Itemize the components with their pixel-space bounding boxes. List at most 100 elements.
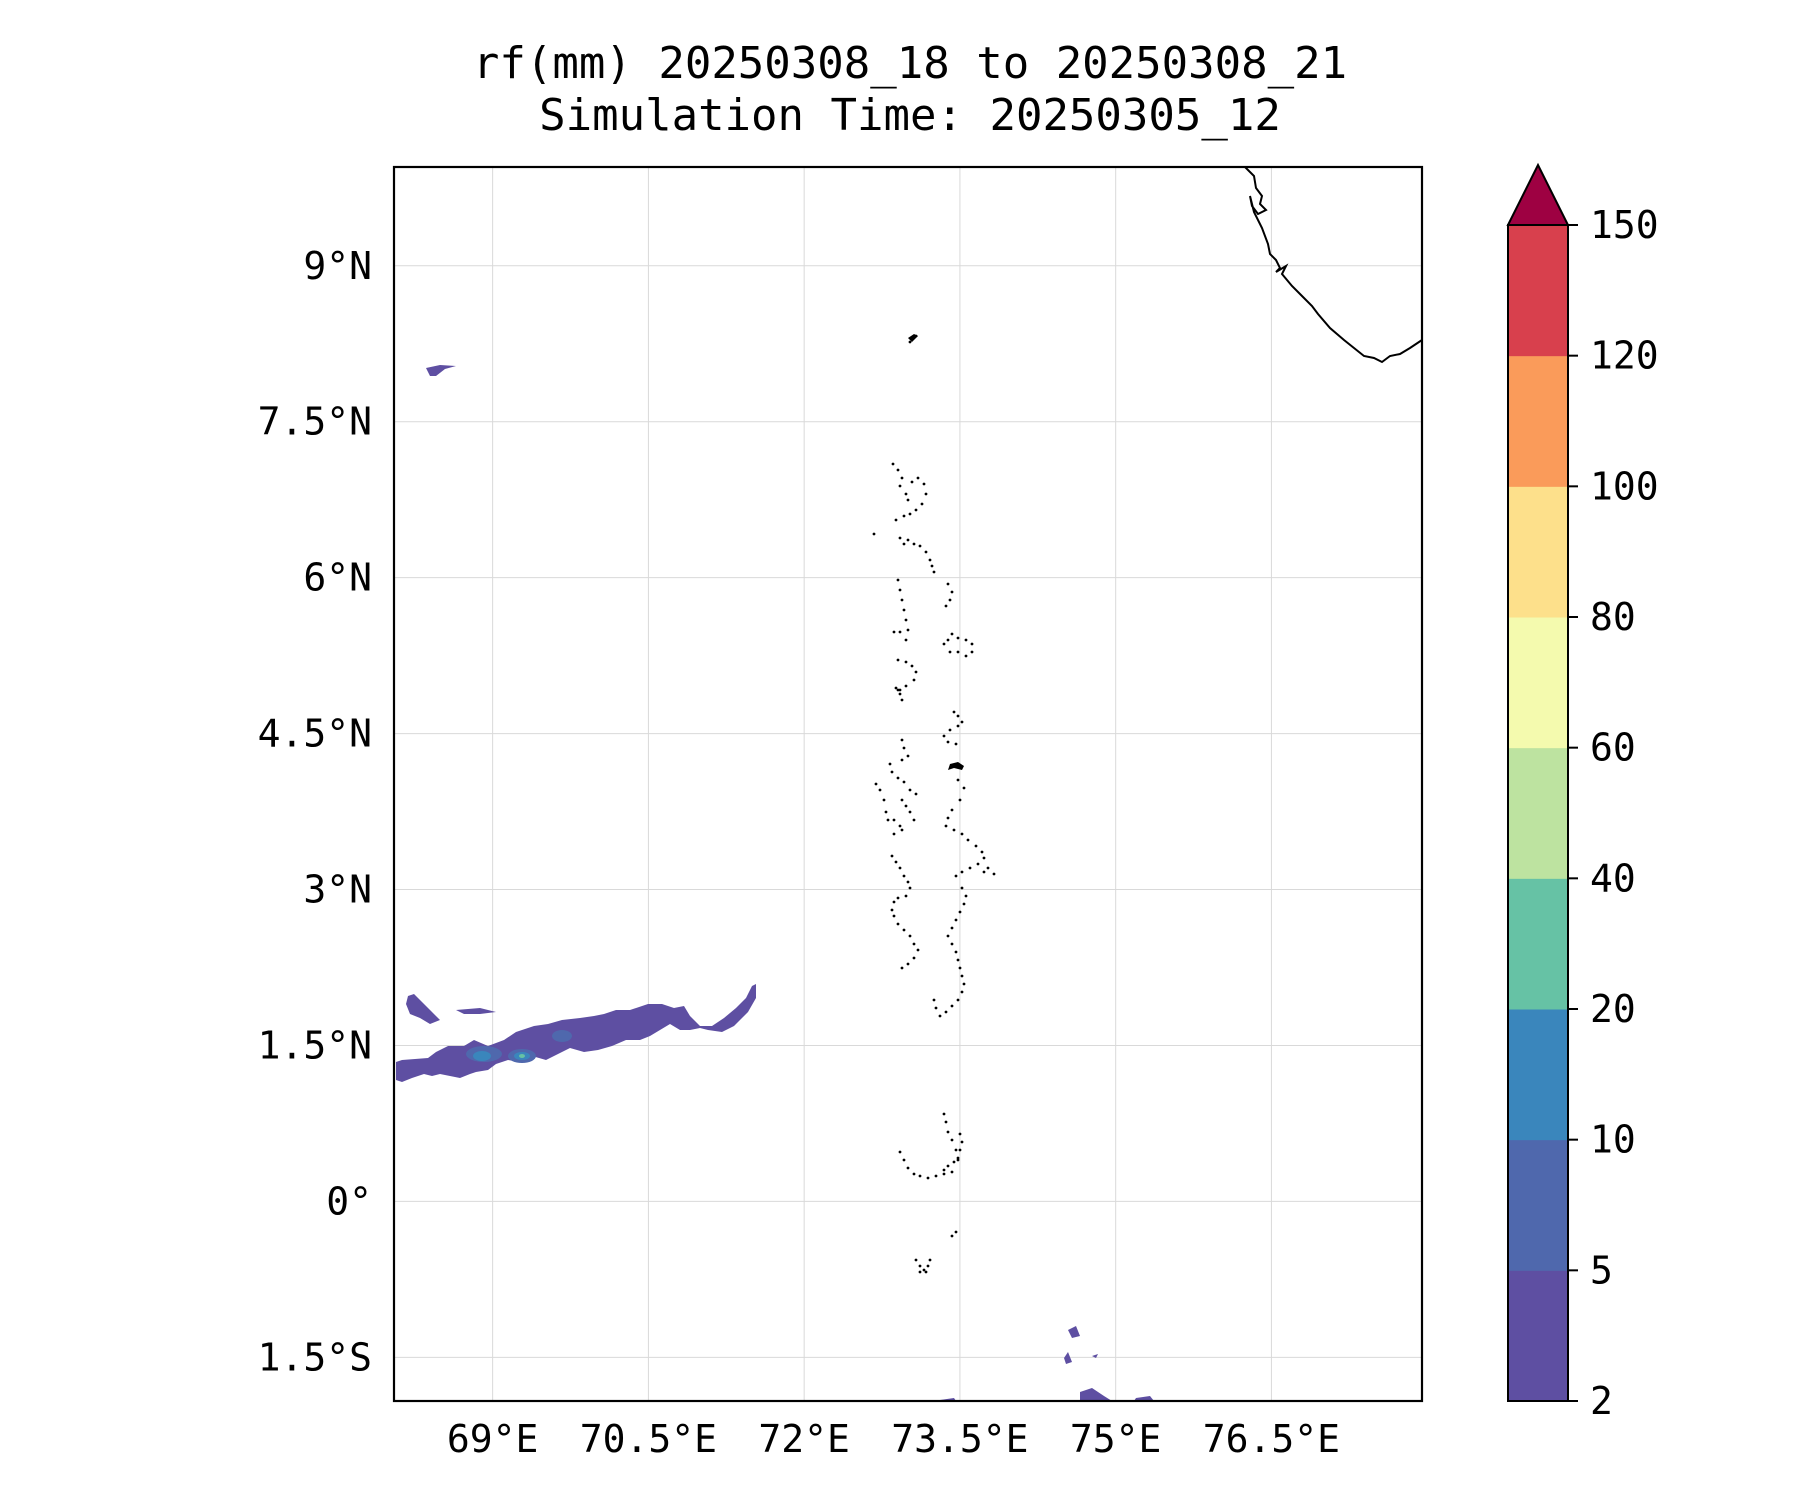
- island-dot: [900, 698, 904, 702]
- island-dot: [958, 910, 962, 914]
- colorbar: 2 5 10 20 40 60 80 100 120 150: [1506, 162, 1659, 1423]
- island-dot: [898, 536, 902, 540]
- island-dot: [968, 866, 972, 870]
- latitude-tick-labels: 9°N 7.5°N 6°N 4.5°N 3°N 1.5°N 0° 1.5°S: [258, 244, 372, 1380]
- title-line-2: Simulation Time: 20250305_12: [539, 90, 1281, 141]
- title-line-1: rf(mm) 20250308_18 to 20250308_21: [472, 38, 1348, 89]
- island-dot: [946, 638, 950, 642]
- island-dot: [892, 630, 896, 634]
- island-dot: [918, 1270, 922, 1274]
- island-dot: [904, 492, 908, 496]
- island-dot: [904, 660, 908, 664]
- island-dot: [970, 650, 974, 654]
- rain-area-south-6: [1092, 1354, 1098, 1358]
- island-dot: [948, 650, 952, 654]
- island-dot: [914, 670, 918, 674]
- island-dot: [902, 928, 906, 932]
- island-dot: [904, 618, 908, 622]
- colorbar-tick-label: 80: [1590, 595, 1636, 639]
- colorbar-tick-label: 60: [1590, 726, 1636, 770]
- island-dot: [908, 788, 912, 792]
- colorbar-frame: [1507, 224, 1569, 1402]
- island-dot: [962, 786, 966, 790]
- lon-tick-label: 72°E: [758, 1417, 850, 1461]
- island-dot: [926, 1176, 930, 1180]
- island-dot: [892, 832, 896, 836]
- island-dot: [938, 1014, 942, 1018]
- island-dot: [896, 896, 900, 900]
- island-dot: [928, 1258, 932, 1262]
- map-title: rf(mm) 20250308_18 to 20250308_21 Simula…: [300, 38, 1520, 142]
- island-dot: [902, 1158, 906, 1162]
- island-dot: [922, 1268, 926, 1272]
- island-dot: [908, 512, 912, 516]
- lat-tick-label: 0°: [326, 1179, 372, 1223]
- island-dot: [974, 844, 978, 848]
- island-dot: [946, 740, 950, 744]
- island-dot: [896, 468, 900, 472]
- island-dot: [896, 688, 900, 692]
- island-dot: [908, 810, 912, 814]
- colorbar-segment-80-100: [1508, 486, 1568, 618]
- island-north: [908, 334, 918, 342]
- island-dot: [900, 598, 904, 602]
- island-dot: [908, 934, 912, 938]
- island-dot: [980, 850, 984, 854]
- island-dot: [964, 654, 968, 658]
- lat-tick-label: 1.5°S: [258, 1335, 372, 1379]
- island-dot: [896, 922, 900, 926]
- colorbar-tick-label: 5: [1590, 1248, 1613, 1292]
- island-dot: [956, 724, 960, 728]
- island-dot: [888, 762, 892, 766]
- island-dot: [910, 664, 914, 668]
- island-dot: [932, 998, 936, 1002]
- island-dot: [946, 582, 950, 586]
- island-dot: [958, 798, 962, 802]
- island-dot: [898, 824, 902, 828]
- island-dot: [934, 1174, 938, 1178]
- island-dot: [950, 1004, 954, 1008]
- rain-area-south-3: [1080, 1388, 1112, 1401]
- island-dot: [900, 476, 904, 480]
- colorbar-segment-40-60: [1508, 747, 1568, 879]
- island-dot: [898, 866, 902, 870]
- island-dot: [992, 872, 996, 876]
- island-dot: [954, 1230, 958, 1234]
- island-dot: [964, 894, 968, 898]
- island-dot: [892, 818, 896, 822]
- island-dot: [944, 1010, 948, 1014]
- plot-area: [394, 167, 1422, 1401]
- colorbar-tick-label: 120: [1590, 334, 1659, 378]
- island-dot: [960, 720, 964, 724]
- island-dot: [914, 792, 918, 796]
- island-dot: [902, 874, 906, 878]
- island-dot: [944, 604, 948, 608]
- island-dot: [906, 538, 910, 542]
- island-dot: [906, 628, 910, 632]
- island-dot: [902, 746, 906, 750]
- island-dot: [912, 678, 916, 682]
- colorbar-segment-100-120: [1508, 355, 1568, 487]
- island-dot: [902, 780, 906, 784]
- rain-area-south-1: [1068, 1326, 1080, 1338]
- lat-tick-label: 1.5°N: [258, 1023, 372, 1067]
- island-dot: [900, 738, 904, 742]
- island-dot: [918, 544, 922, 548]
- island-dot: [894, 518, 898, 522]
- island-dot: [898, 484, 902, 488]
- colorbar-tick-label: 2: [1590, 1379, 1613, 1423]
- rain-area-south-2: [1064, 1352, 1072, 1364]
- island-dot: [904, 894, 908, 898]
- island-dot: [952, 710, 956, 714]
- island-dot: [900, 828, 904, 832]
- lat-tick-label: 9°N: [303, 244, 372, 288]
- island-dot: [898, 630, 902, 634]
- island-dot: [922, 482, 926, 486]
- colorbar-tick-label: 20: [1590, 987, 1636, 1031]
- island-dot: [891, 462, 895, 466]
- island-dot: [958, 1148, 962, 1152]
- island-dot: [908, 886, 912, 890]
- island-dot: [950, 1138, 954, 1142]
- island-dot: [930, 564, 934, 568]
- island-dot: [970, 642, 974, 646]
